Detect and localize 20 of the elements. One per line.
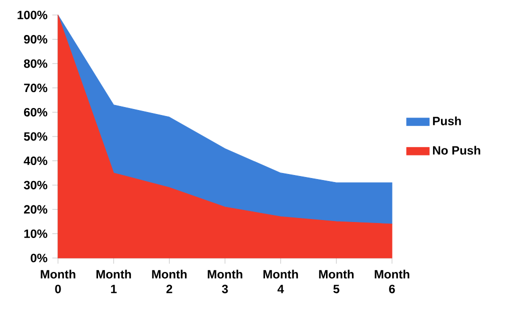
x-tick-label: Month 6 [374,270,410,294]
x-tick-label: Month 1 [96,270,131,294]
y-tick-label: 80% [24,59,48,68]
y-tick-label: 30% [24,180,48,190]
x-tick-label: Month 4 [263,270,298,294]
y-tick-label: 70% [24,84,48,92]
y-tick-label: 100% [18,10,48,20]
legend-label: Push [433,116,461,126]
y-tick-label: 90% [24,35,48,44]
y-tick-label: 50% [24,132,48,141]
y-tick-label: 20% [24,205,48,214]
y-tick-label: 60% [24,108,48,116]
y-tick-label: 40% [24,156,48,166]
x-tick-label: Month 2 [152,270,187,294]
y-tick-label: 10% [24,229,48,238]
legend-label: No Push [433,146,480,155]
x-tick-label: Month 5 [319,270,354,294]
x-tick-label: Month 0 [40,270,76,294]
x-tick-label: Month 3 [208,270,242,294]
y-tick-label: 0% [30,254,48,262]
